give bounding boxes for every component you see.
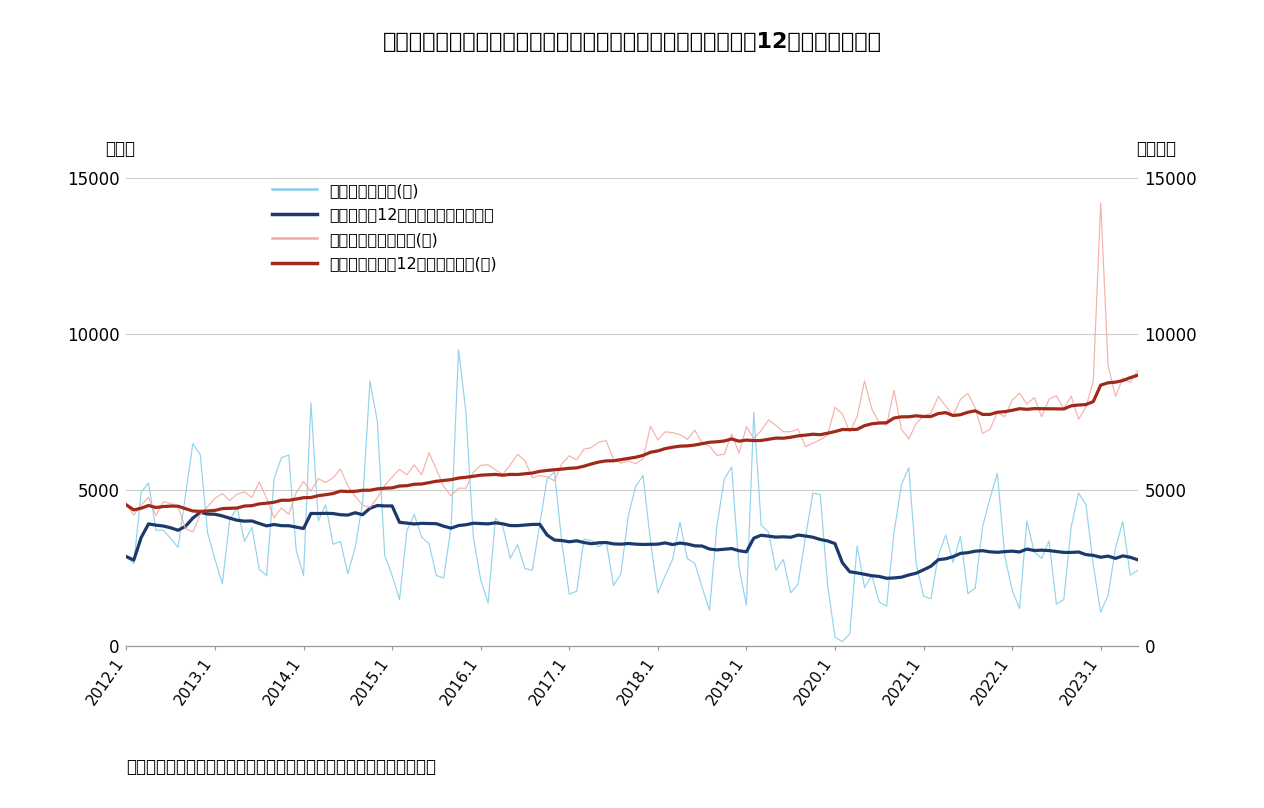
Text: （戸）: （戸） [105,140,135,158]
Legend: 発売戸数・月次(左), 発売戸数・12ヶ月移動平均　（左）, 平均発売価格・月次(右), 平均発売価格・12ヶ月移動平均(右): 発売戸数・月次(左), 発売戸数・12ヶ月移動平均 （左）, 平均発売価格・月次… [265,176,504,278]
Text: （万円）: （万円） [1136,140,1177,158]
Text: 図表１　首都圏新築マンションの発売戸数と平均価格（月次、12ヶ月移動平均）: 図表１ 首都圏新築マンションの発売戸数と平均価格（月次、12ヶ月移動平均） [383,32,881,53]
Text: （資料）　不動産経済研究所の公表を基にニッセイ基礎研究所が作成: （資料） 不動産経済研究所の公表を基にニッセイ基礎研究所が作成 [126,758,436,776]
